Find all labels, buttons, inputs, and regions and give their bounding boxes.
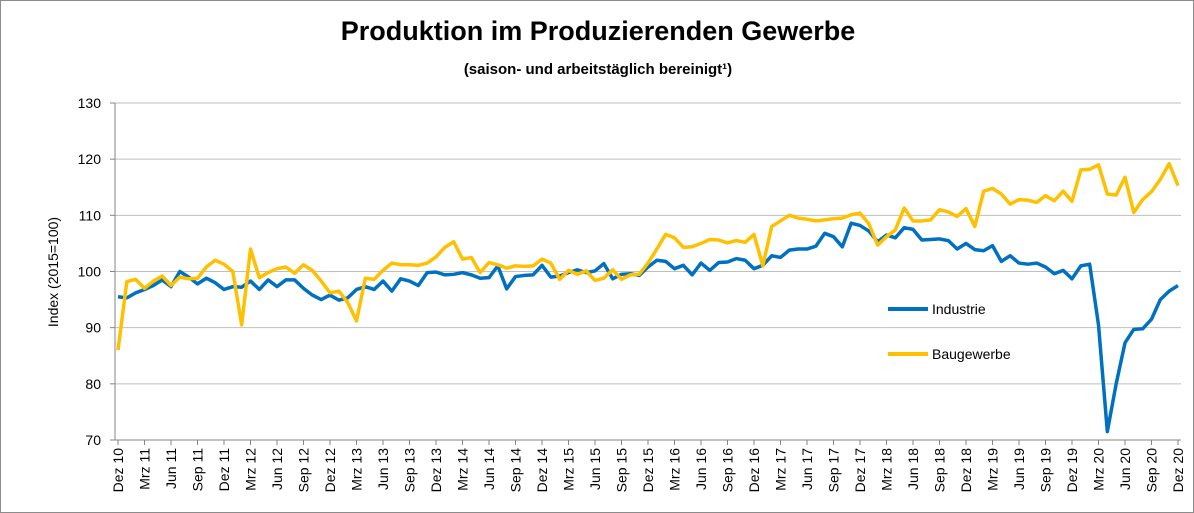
x-tick-label: Jun 12 — [269, 448, 285, 490]
x-tick-label: Dez 14 — [534, 448, 550, 493]
x-tick-label: Jun 14 — [481, 448, 497, 490]
legend-label: Baugewerbe — [932, 346, 1011, 362]
x-tick-label: Sep 12 — [296, 448, 312, 493]
x-tick-label: Jun 19 — [1011, 448, 1027, 490]
x-tick-label: Sep 16 — [720, 448, 736, 493]
x-tick-label: Mrz 18 — [879, 448, 895, 491]
y-tick-label: 130 — [78, 95, 102, 111]
y-tick-label: 80 — [85, 376, 101, 392]
x-tick-label: Mrz 11 — [137, 448, 153, 490]
x-tick-label: Mrz 16 — [667, 448, 683, 491]
x-tick-label: Sep 20 — [1144, 448, 1160, 493]
x-tick-label: Dez 15 — [640, 448, 656, 493]
chart-subtitle: (saison- und arbeitstäglich bereinigt¹) — [464, 61, 732, 78]
x-tick-label: Sep 17 — [826, 448, 842, 493]
x-tick-label: Jun 20 — [1117, 448, 1133, 490]
x-tick-label: Jun 17 — [799, 448, 815, 490]
x-tick-label: Jun 13 — [375, 448, 391, 490]
x-tick-label: Mrz 17 — [773, 448, 789, 491]
x-tick-label: Jun 18 — [905, 448, 921, 490]
series-line — [117, 221, 1179, 434]
y-tick-label: 100 — [78, 264, 102, 280]
x-tick-label: Mrz 13 — [349, 448, 365, 491]
x-tick-label: Mrz 14 — [455, 448, 471, 491]
x-tick-label: Dez 20 — [1170, 448, 1186, 493]
x-tick-label: Mrz 20 — [1091, 448, 1107, 491]
x-tick-label: Dez 16 — [746, 448, 762, 493]
x-tick-label: Dez 17 — [852, 448, 868, 493]
y-tick-label: 110 — [79, 207, 102, 223]
x-tick-label: Dez 18 — [958, 448, 974, 493]
series-line — [116, 161, 1180, 351]
x-tick-label: Dez 10 — [110, 448, 126, 493]
y-tick-label: 90 — [85, 320, 101, 336]
legend-label: Industrie — [932, 301, 986, 317]
x-tick-label: Dez 11 — [216, 448, 232, 492]
x-tick-label: Dez 13 — [428, 448, 444, 493]
x-tick-label: Dez 19 — [1064, 448, 1080, 493]
x-tick-label: Mrz 19 — [985, 448, 1001, 491]
x-tick-label: Sep 15 — [614, 448, 630, 493]
x-tick-label: Jun 15 — [587, 448, 603, 490]
x-tick-label: Sep 13 — [402, 448, 418, 493]
x-tick-label: Sep 11 — [190, 448, 206, 492]
x-tick-label: Jun 16 — [693, 448, 709, 490]
x-tick-label: Sep 19 — [1038, 448, 1054, 493]
x-tick-label: Jun 11 — [163, 448, 179, 489]
x-tick-label: Sep 14 — [508, 448, 524, 493]
y-tick-label: 120 — [78, 151, 102, 167]
y-tick-label: 70 — [85, 432, 101, 448]
x-tick-label: Mrz 12 — [243, 448, 259, 491]
y-axis-label: Index (2015=100) — [45, 217, 61, 327]
x-tick-label: Sep 18 — [932, 448, 948, 493]
x-tick-label: Dez 12 — [322, 448, 338, 493]
x-tick-label: Mrz 15 — [561, 448, 577, 491]
chart-title: Produktion im Produzierenden Gewerbe — [341, 16, 856, 46]
